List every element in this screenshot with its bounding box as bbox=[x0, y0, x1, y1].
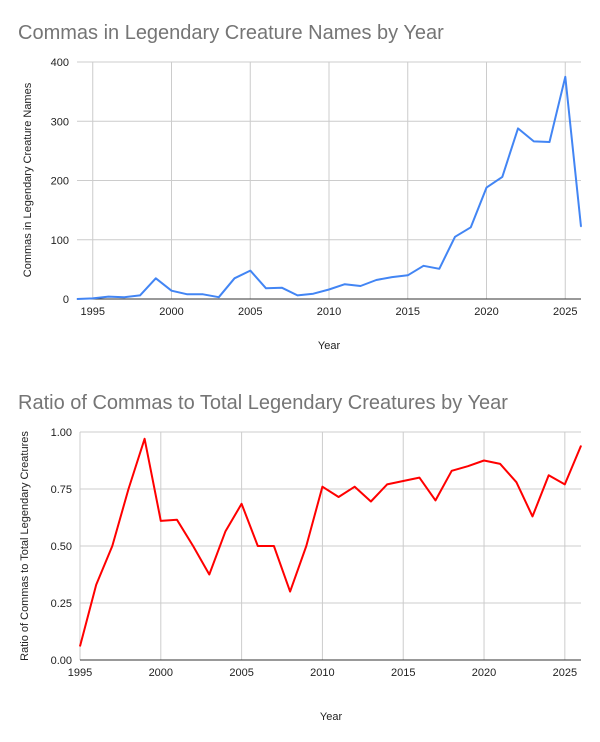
data-point bbox=[580, 226, 582, 228]
data-point bbox=[386, 483, 388, 485]
chart1-ylabel: Commas in Legendary Creature Names bbox=[22, 82, 34, 277]
data-point bbox=[515, 481, 517, 483]
data-point bbox=[454, 236, 456, 238]
x-tick-label: 1995 bbox=[81, 306, 105, 318]
data-point bbox=[402, 480, 404, 482]
chart2-ylabel: Ratio of Commas to Total Legendary Creat… bbox=[19, 431, 31, 661]
x-tick-label: 2020 bbox=[472, 667, 496, 679]
x-tick-label: 2010 bbox=[317, 306, 341, 318]
data-point bbox=[155, 277, 157, 279]
data-point bbox=[438, 268, 440, 270]
data-point bbox=[176, 519, 178, 521]
data-point bbox=[234, 277, 235, 279]
data-point bbox=[127, 488, 129, 490]
y-tick-label: 0.75 bbox=[51, 484, 72, 496]
data-point bbox=[273, 545, 275, 547]
x-tick-label: 1995 bbox=[68, 667, 92, 679]
data-point bbox=[360, 285, 361, 287]
data-point bbox=[375, 279, 377, 281]
data-point bbox=[517, 127, 519, 129]
data-point bbox=[328, 289, 330, 291]
x-tick-label: 2020 bbox=[474, 306, 498, 318]
x-tick-label: 2005 bbox=[229, 667, 253, 679]
y-tick-label: 100 bbox=[51, 235, 69, 247]
data-point bbox=[123, 296, 125, 298]
data-point bbox=[391, 276, 393, 278]
data-point bbox=[241, 503, 243, 505]
x-tick-label: 2005 bbox=[238, 306, 262, 318]
y-tick-label: 200 bbox=[51, 176, 69, 188]
y-tick-label: 0.25 bbox=[51, 598, 72, 610]
data-point bbox=[564, 483, 566, 485]
chart1-title: Commas in Legendary Creature Names by Ye… bbox=[18, 22, 444, 44]
data-point bbox=[224, 530, 226, 532]
data-point bbox=[79, 645, 81, 647]
data-point bbox=[218, 296, 220, 298]
data-point bbox=[108, 296, 109, 298]
data-point bbox=[265, 287, 267, 289]
data-point bbox=[208, 574, 210, 575]
data-point bbox=[549, 141, 550, 143]
data-point bbox=[76, 298, 78, 300]
data-point bbox=[532, 515, 534, 517]
data-point bbox=[289, 591, 291, 593]
data-point bbox=[486, 187, 487, 189]
y-tick-label: 0 bbox=[63, 294, 69, 306]
x-tick-label: 2015 bbox=[396, 306, 420, 318]
data-point bbox=[257, 545, 259, 547]
data-point bbox=[171, 290, 172, 292]
data-point bbox=[564, 76, 566, 78]
y-tick-label: 1.00 bbox=[51, 427, 72, 439]
chart2-title: Ratio of Commas to Total Legendary Creat… bbox=[18, 392, 508, 414]
data-point bbox=[192, 545, 194, 547]
data-point bbox=[249, 270, 251, 272]
data-point bbox=[423, 265, 424, 267]
data-point bbox=[499, 463, 501, 465]
data-point bbox=[533, 140, 535, 142]
data-point bbox=[281, 287, 283, 289]
data-point bbox=[312, 293, 314, 295]
data-point bbox=[354, 486, 356, 488]
data-point bbox=[435, 499, 437, 501]
data-point bbox=[370, 501, 372, 503]
y-tick-label: 0.50 bbox=[51, 541, 72, 553]
data-point bbox=[580, 445, 582, 447]
data-point bbox=[111, 545, 113, 547]
data-point bbox=[451, 470, 453, 472]
data-point bbox=[483, 460, 485, 461]
data-point bbox=[344, 283, 346, 285]
data-point bbox=[186, 293, 188, 295]
y-tick-label: 300 bbox=[51, 116, 69, 128]
x-tick-label: 2000 bbox=[149, 667, 173, 679]
y-tick-label: 0.00 bbox=[51, 655, 72, 667]
data-point bbox=[144, 438, 146, 440]
data-point bbox=[92, 297, 94, 299]
data-point bbox=[160, 520, 162, 522]
data-point bbox=[321, 486, 323, 488]
data-point bbox=[501, 176, 503, 178]
series-line bbox=[79, 437, 582, 647]
data-point bbox=[418, 477, 420, 479]
x-tick-label: 2015 bbox=[391, 667, 415, 679]
x-tick-label: 2025 bbox=[553, 667, 577, 679]
data-point bbox=[95, 584, 97, 586]
x-tick-label: 2025 bbox=[553, 306, 577, 318]
data-point bbox=[548, 474, 550, 476]
data-point bbox=[338, 496, 340, 498]
data-point bbox=[297, 294, 298, 296]
data-point bbox=[470, 226, 472, 228]
data-point bbox=[202, 293, 204, 295]
data-point bbox=[305, 545, 307, 547]
y-tick-label: 400 bbox=[51, 57, 69, 69]
data-point bbox=[139, 294, 141, 296]
data-point bbox=[407, 274, 409, 276]
x-tick-label: 2000 bbox=[159, 306, 183, 318]
x-tick-label: 2010 bbox=[310, 667, 334, 679]
data-point bbox=[467, 465, 469, 467]
chart2-xlabel: Year bbox=[320, 711, 343, 723]
chart1-xlabel: Year bbox=[318, 340, 341, 352]
